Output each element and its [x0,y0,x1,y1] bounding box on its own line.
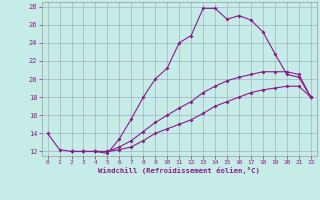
X-axis label: Windchill (Refroidissement éolien,°C): Windchill (Refroidissement éolien,°C) [98,167,260,174]
